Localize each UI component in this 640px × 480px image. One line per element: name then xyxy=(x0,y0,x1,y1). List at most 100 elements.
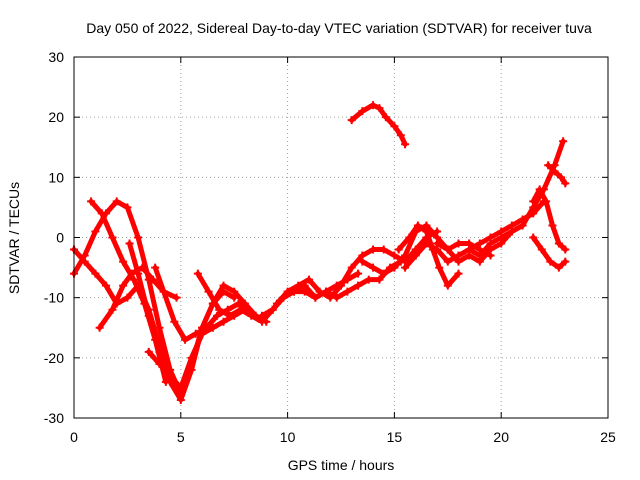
data-point xyxy=(230,293,239,302)
data-point xyxy=(529,197,538,206)
data-point xyxy=(465,245,474,254)
data-point xyxy=(155,347,164,356)
data-point xyxy=(422,227,431,236)
data-point xyxy=(401,251,410,260)
data-point xyxy=(236,305,245,314)
data-point xyxy=(454,257,463,266)
series-sat-m xyxy=(394,221,463,290)
x-tick-label: 25 xyxy=(600,429,616,445)
data-point xyxy=(87,197,96,206)
data-point xyxy=(129,275,138,284)
data-point xyxy=(542,197,551,206)
data-point xyxy=(433,239,442,248)
data-point xyxy=(144,311,153,320)
x-axis-label: GPS time / hours xyxy=(288,457,395,473)
data-point xyxy=(91,227,100,236)
data-point xyxy=(475,239,484,248)
x-tick-label: 0 xyxy=(70,429,78,445)
data-point xyxy=(204,287,213,296)
data-point xyxy=(354,269,363,278)
data-point xyxy=(272,299,281,308)
data-point xyxy=(518,221,527,230)
data-point xyxy=(119,281,128,290)
data-point xyxy=(225,311,234,320)
data-point xyxy=(390,251,399,260)
data-point xyxy=(149,275,158,284)
x-tick-label: 10 xyxy=(280,429,296,445)
chart-title: Day 050 of 2022, Sidereal Day-to-day VTE… xyxy=(86,20,592,36)
data-point xyxy=(234,299,243,308)
x-tick-label: 20 xyxy=(493,429,509,445)
data-point xyxy=(119,257,128,266)
series-sat-g xyxy=(151,263,254,344)
y-axis-label: SDTVAR / TECUs xyxy=(6,182,22,294)
grid-layer xyxy=(74,57,608,418)
x-tick-labels: 0 5 10 15 20 25 xyxy=(70,429,616,445)
data-point xyxy=(529,233,538,242)
data-point xyxy=(300,287,309,296)
data-point xyxy=(535,185,544,194)
data-point xyxy=(215,305,224,314)
data-point xyxy=(315,287,324,296)
data-point xyxy=(161,377,170,386)
series-line xyxy=(466,138,566,258)
data-point xyxy=(219,287,228,296)
data-point xyxy=(108,305,117,314)
data-point xyxy=(170,317,179,326)
data-point xyxy=(304,275,313,284)
data-point xyxy=(219,317,228,326)
data-point xyxy=(401,263,410,272)
data-point xyxy=(401,140,410,149)
data-point xyxy=(283,287,292,296)
data-point xyxy=(561,245,570,254)
data-point xyxy=(123,203,132,212)
data-point xyxy=(191,329,200,338)
data-point xyxy=(379,245,388,254)
data-point xyxy=(337,281,345,290)
y-tick-label: -30 xyxy=(44,410,64,426)
data-point xyxy=(422,239,431,248)
data-point xyxy=(134,233,143,242)
data-point xyxy=(435,263,444,272)
data-point xyxy=(91,269,100,278)
data-point xyxy=(413,221,422,230)
data-point xyxy=(559,137,568,146)
data-point xyxy=(347,116,356,125)
data-point xyxy=(213,311,222,320)
data-point xyxy=(95,323,104,332)
data-point xyxy=(381,113,390,122)
data-point xyxy=(379,269,388,278)
data-point xyxy=(97,209,106,218)
x-tick-label: 15 xyxy=(387,429,403,445)
data-point xyxy=(443,281,452,290)
data-point xyxy=(390,122,399,131)
data-point xyxy=(326,293,335,302)
data-point xyxy=(247,311,256,320)
y-tick-label: 10 xyxy=(48,169,64,185)
series-sat-s xyxy=(544,161,570,188)
series-sat-n xyxy=(401,197,548,272)
y-tick-label: 0 xyxy=(56,230,64,246)
data-point xyxy=(443,245,452,254)
data-point xyxy=(544,161,553,170)
data-point xyxy=(369,245,378,254)
series-sat-b xyxy=(70,197,185,398)
data-point xyxy=(112,197,121,206)
data-point xyxy=(155,323,164,332)
data-point xyxy=(172,293,181,302)
data-point xyxy=(454,239,463,248)
data-point xyxy=(257,311,266,320)
data-point xyxy=(354,281,363,290)
data-point xyxy=(561,257,570,266)
series-layer xyxy=(70,101,570,404)
series-sat-q xyxy=(529,185,570,254)
data-point xyxy=(187,353,196,362)
data-point xyxy=(396,131,405,140)
data-point xyxy=(347,263,356,272)
data-point xyxy=(193,269,202,278)
y-tick-label: 30 xyxy=(48,49,64,65)
data-point xyxy=(557,173,566,182)
data-point xyxy=(364,275,373,284)
